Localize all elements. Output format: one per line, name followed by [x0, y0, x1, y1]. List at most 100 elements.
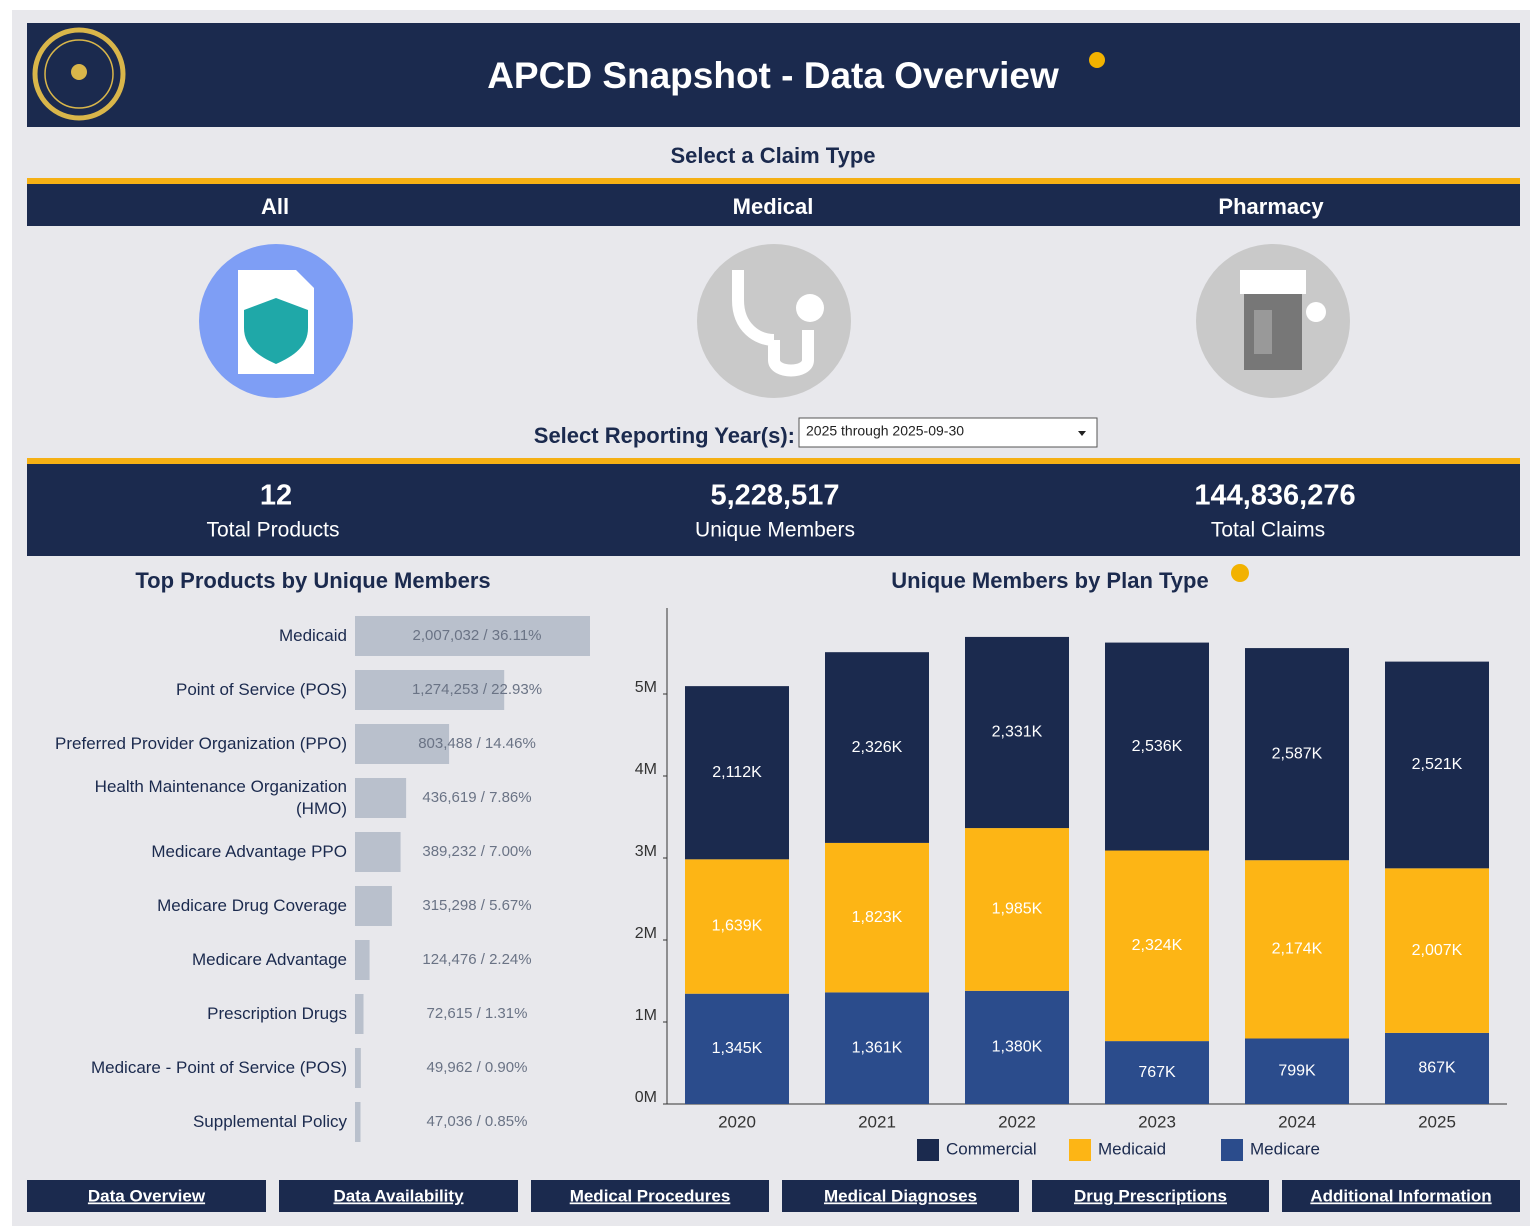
bar-segment [1105, 850, 1209, 1042]
value-label: 2,326K [852, 739, 903, 756]
nav-button[interactable] [782, 1180, 1019, 1212]
icon-medical[interactable] [697, 244, 851, 398]
value-label: 1,274,253 / 22.93% [412, 681, 542, 698]
category-label: Preferred Provider Organization (PPO) [55, 734, 347, 753]
bar [355, 1102, 361, 1142]
year-dropdown[interactable]: 2025 through 2025-09-30 [798, 417, 1098, 448]
category-label: Point of Service (POS) [175, 680, 347, 699]
value-label: 389,232 / 7.00% [422, 843, 531, 860]
category-label: Medicare Drug Coverage [157, 896, 347, 915]
legend-swatch [917, 1139, 939, 1161]
claim-option-label[interactable]: Pharmacy [1218, 194, 1324, 219]
value-label: 2,536K [1132, 738, 1183, 755]
bar-segment [825, 992, 929, 1104]
nav-label[interactable]: Medical Diagnoses [824, 1186, 977, 1205]
category-label: Medicare - Point of Service (POS) [90, 1058, 347, 1077]
value-label: 799K [1278, 1062, 1316, 1079]
x-tick-label: 2023 [1138, 1112, 1176, 1131]
bar-segment [685, 993, 789, 1104]
category-label: Health Maintenance Organization (HMO) [94, 777, 347, 818]
nav-label[interactable]: Data Overview [88, 1186, 206, 1205]
bar-segment [1245, 860, 1349, 1039]
kpi-value: 5,228,517 [710, 480, 839, 512]
nav-label[interactable]: Medical Procedures [570, 1186, 731, 1205]
nav-button[interactable] [279, 1180, 518, 1212]
bar [355, 886, 392, 926]
category-label: Medicaid [278, 626, 347, 645]
info-icon [1231, 564, 1249, 582]
x-tick-label: 2020 [718, 1112, 756, 1131]
x-tick-label: 2024 [1278, 1112, 1316, 1131]
bar [355, 994, 364, 1034]
claim-option[interactable]: Pharmacy [1196, 194, 1350, 398]
value-label: 1,823K [852, 909, 903, 926]
bar [355, 724, 450, 764]
bar-segment [825, 842, 929, 993]
value-label: 2,112K [712, 764, 762, 781]
y-tick-label: 3M [635, 843, 657, 860]
value-label: 2,007,032 / 36.11% [413, 627, 542, 644]
value-label: 315,298 / 5.67% [422, 897, 531, 914]
bar-segment [965, 828, 1069, 991]
nav-label[interactable]: Drug Prescriptions [1074, 1186, 1227, 1205]
nav-button[interactable] [531, 1180, 769, 1212]
stethoscope-head [796, 294, 824, 322]
legend-label: Medicare [1250, 1139, 1320, 1158]
title: APCD Snapshot - Data Overview [487, 55, 1059, 96]
kpi-bar [27, 464, 1520, 556]
value-label: 49,962 / 0.90% [427, 1059, 528, 1076]
nav-button[interactable] [1282, 1180, 1520, 1212]
kpi-label: Total Claims [1211, 519, 1325, 542]
claim-option-label[interactable]: All [261, 194, 289, 219]
bottle-cap [1240, 270, 1306, 294]
divider [27, 178, 1520, 184]
seal-torch [71, 64, 87, 80]
nav-label[interactable]: Data Availability [333, 1186, 464, 1205]
x-tick-label: 2025 [1418, 1112, 1456, 1131]
value-label: 1,985K [992, 901, 1043, 918]
category-label: Medicare Advantage [192, 950, 347, 969]
claim-option[interactable]: All [199, 194, 353, 398]
divider [27, 458, 1520, 464]
value-label: 72,615 / 1.31% [427, 1005, 528, 1022]
bar-segment [1245, 648, 1349, 861]
claim-option[interactable]: Medical [697, 194, 851, 398]
y-tick-label: 5M [635, 679, 657, 696]
category-label: Supplemental Policy [192, 1112, 347, 1131]
x-tick-label: 2022 [998, 1112, 1036, 1131]
value-label: 1,345K [712, 1040, 763, 1057]
nav-button[interactable] [27, 1180, 266, 1212]
year-label: Select Reporting Year(s): [534, 423, 795, 448]
value-label: 47,036 / 0.85% [427, 1113, 528, 1130]
value-label: 1,380K [992, 1039, 1043, 1056]
claim-type-label: Select a Claim Type [670, 143, 875, 168]
bar [355, 1048, 361, 1088]
value-label: 2,324K [1132, 937, 1183, 954]
bar-segment [1385, 868, 1489, 1033]
value-label: 2,587K [1272, 745, 1323, 762]
value-label: 803,488 / 14.46% [418, 735, 536, 752]
dropdown-box[interactable] [798, 417, 1098, 448]
dropdown-value[interactable]: 2025 through 2025-09-30 [806, 423, 964, 439]
value-label: 124,476 / 2.24% [422, 951, 531, 968]
bar-segment [685, 686, 789, 860]
bottle [1244, 294, 1302, 370]
value-label: 767K [1138, 1064, 1176, 1081]
kpi-label: Unique Members [695, 519, 855, 542]
bar-segment [965, 990, 1069, 1104]
chart-title: Unique Members by Plan Type [891, 568, 1208, 593]
bar-segment [965, 636, 1069, 829]
legend-label: Commercial [946, 1139, 1037, 1158]
value-label: 2,007K [1412, 942, 1463, 959]
y-tick-label: 2M [635, 925, 657, 942]
category-label: Prescription Drugs [207, 1004, 347, 1023]
nav-button[interactable] [1032, 1180, 1269, 1212]
y-tick-label: 0M [635, 1089, 657, 1106]
nav-label[interactable]: Additional Information [1310, 1186, 1491, 1205]
bar [355, 832, 401, 872]
kpi-value: 12 [260, 480, 292, 512]
claim-option-label[interactable]: Medical [733, 194, 814, 219]
category-label: Medicare Advantage PPO [151, 842, 347, 861]
